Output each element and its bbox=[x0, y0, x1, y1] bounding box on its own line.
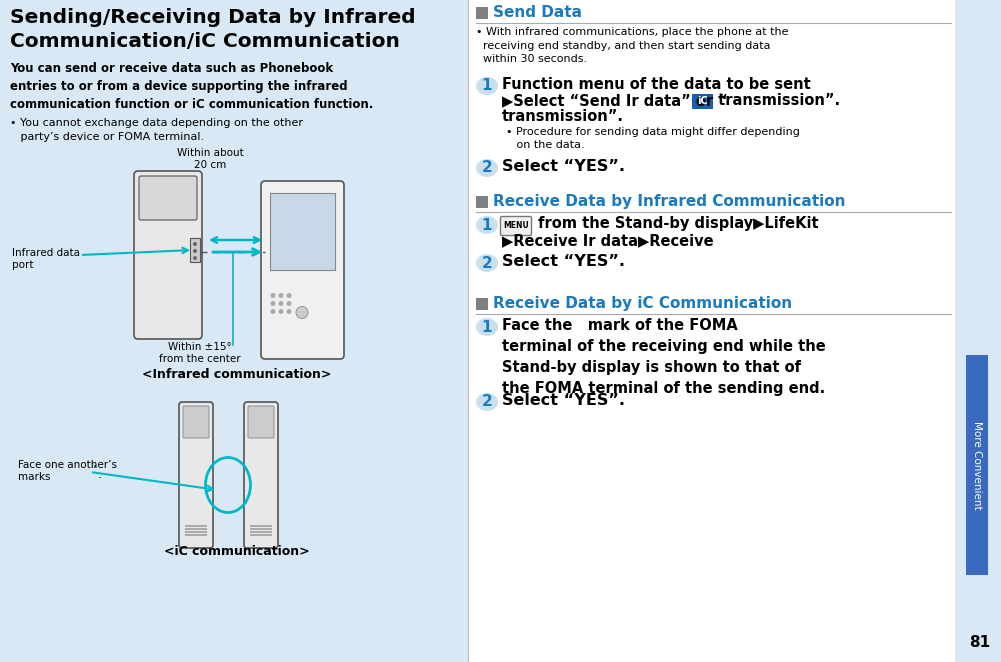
Text: Face one another’s
marks: Face one another’s marks bbox=[18, 460, 117, 481]
Text: 2: 2 bbox=[481, 256, 492, 271]
Bar bbox=[250, 525, 272, 527]
Ellipse shape bbox=[476, 318, 498, 336]
Text: Receive Data by Infrared Communication: Receive Data by Infrared Communication bbox=[493, 194, 846, 209]
Text: 1: 1 bbox=[481, 320, 492, 334]
Text: transmission”.: transmission”. bbox=[502, 109, 624, 124]
FancyBboxPatch shape bbox=[244, 402, 278, 548]
Text: 2: 2 bbox=[481, 395, 492, 410]
Bar bbox=[476, 196, 488, 208]
Text: Within ±15°
from the center: Within ±15° from the center bbox=[159, 342, 241, 363]
Text: Face the   mark of the FOMA
terminal of the receiving end while the
Stand-by dis: Face the mark of the FOMA terminal of th… bbox=[502, 318, 826, 396]
Ellipse shape bbox=[476, 77, 498, 95]
Circle shape bbox=[286, 301, 291, 306]
Text: ’: ’ bbox=[93, 463, 97, 476]
Circle shape bbox=[193, 242, 197, 246]
Bar bbox=[185, 528, 207, 530]
Text: Communication/iC Communication: Communication/iC Communication bbox=[10, 32, 399, 51]
Circle shape bbox=[278, 293, 283, 298]
Bar bbox=[250, 528, 272, 530]
Text: More Convenient: More Convenient bbox=[972, 420, 982, 509]
FancyBboxPatch shape bbox=[179, 402, 213, 548]
Text: Sending/Receiving Data by Infrared: Sending/Receiving Data by Infrared bbox=[10, 8, 415, 27]
Circle shape bbox=[278, 301, 283, 306]
Bar bbox=[250, 531, 272, 533]
Text: Select “YES”.: Select “YES”. bbox=[502, 159, 625, 174]
Circle shape bbox=[270, 301, 275, 306]
Text: Within about
20 cm: Within about 20 cm bbox=[176, 148, 243, 170]
Bar bbox=[270, 193, 335, 269]
Text: <iC communication>: <iC communication> bbox=[164, 545, 310, 558]
Bar bbox=[190, 238, 200, 262]
Bar bbox=[476, 7, 488, 19]
FancyBboxPatch shape bbox=[261, 181, 344, 359]
Text: You can send or receive data such as Phonebook
entries to or from a device suppo: You can send or receive data such as Pho… bbox=[10, 62, 373, 111]
Bar bbox=[468, 0, 1001, 662]
Text: • With infrared communications, place the phone at the
  receiving end standby, : • With infrared communications, place th… bbox=[476, 27, 789, 64]
Text: ▶Select “Send Ir data” or “: ▶Select “Send Ir data” or “ bbox=[502, 93, 728, 108]
Text: .: . bbox=[98, 468, 102, 481]
Text: Function menu of the data to be sent: Function menu of the data to be sent bbox=[502, 77, 811, 92]
Text: iC: iC bbox=[697, 96, 708, 106]
Circle shape bbox=[270, 309, 275, 314]
Bar bbox=[185, 531, 207, 533]
Text: Select “YES”.: Select “YES”. bbox=[502, 254, 625, 269]
Text: <Infrared communication>: <Infrared communication> bbox=[142, 368, 331, 381]
Text: ▶Receive Ir data▶Receive: ▶Receive Ir data▶Receive bbox=[502, 233, 714, 248]
Bar bbox=[185, 525, 207, 527]
Circle shape bbox=[286, 309, 291, 314]
Bar bbox=[955, 0, 1001, 662]
Ellipse shape bbox=[476, 216, 498, 234]
FancyBboxPatch shape bbox=[500, 216, 532, 236]
Bar bbox=[185, 534, 207, 536]
Circle shape bbox=[296, 307, 308, 318]
Text: Select “YES”.: Select “YES”. bbox=[502, 393, 625, 408]
Text: transmission”.: transmission”. bbox=[713, 93, 840, 108]
Text: • You cannot exchange data depending on the other
   party’s device or FOMA term: • You cannot exchange data depending on … bbox=[10, 118, 303, 142]
Text: Send Data: Send Data bbox=[493, 5, 582, 20]
Text: 1: 1 bbox=[481, 218, 492, 232]
Circle shape bbox=[193, 249, 197, 253]
Text: Receive Data by iC Communication: Receive Data by iC Communication bbox=[493, 296, 792, 311]
Text: • Procedure for sending data might differ depending
   on the data.: • Procedure for sending data might diffe… bbox=[506, 127, 800, 150]
Text: 2: 2 bbox=[481, 160, 492, 175]
Text: MENU: MENU bbox=[504, 222, 529, 230]
Bar bbox=[966, 355, 988, 575]
Ellipse shape bbox=[476, 393, 498, 411]
Bar bbox=[250, 534, 272, 536]
Bar bbox=[476, 298, 488, 310]
Ellipse shape bbox=[476, 254, 498, 272]
FancyBboxPatch shape bbox=[692, 93, 713, 109]
Text: Infrared data
port: Infrared data port bbox=[12, 248, 80, 269]
FancyBboxPatch shape bbox=[139, 176, 197, 220]
Circle shape bbox=[270, 293, 275, 298]
FancyBboxPatch shape bbox=[248, 406, 274, 438]
Circle shape bbox=[286, 293, 291, 298]
Ellipse shape bbox=[476, 159, 498, 177]
Circle shape bbox=[278, 309, 283, 314]
Text: from the Stand-by display▶LifeKit: from the Stand-by display▶LifeKit bbox=[533, 216, 819, 231]
FancyBboxPatch shape bbox=[183, 406, 209, 438]
Circle shape bbox=[193, 256, 197, 260]
Text: 81: 81 bbox=[969, 635, 991, 650]
FancyBboxPatch shape bbox=[134, 171, 202, 339]
Text: 1: 1 bbox=[481, 79, 492, 93]
